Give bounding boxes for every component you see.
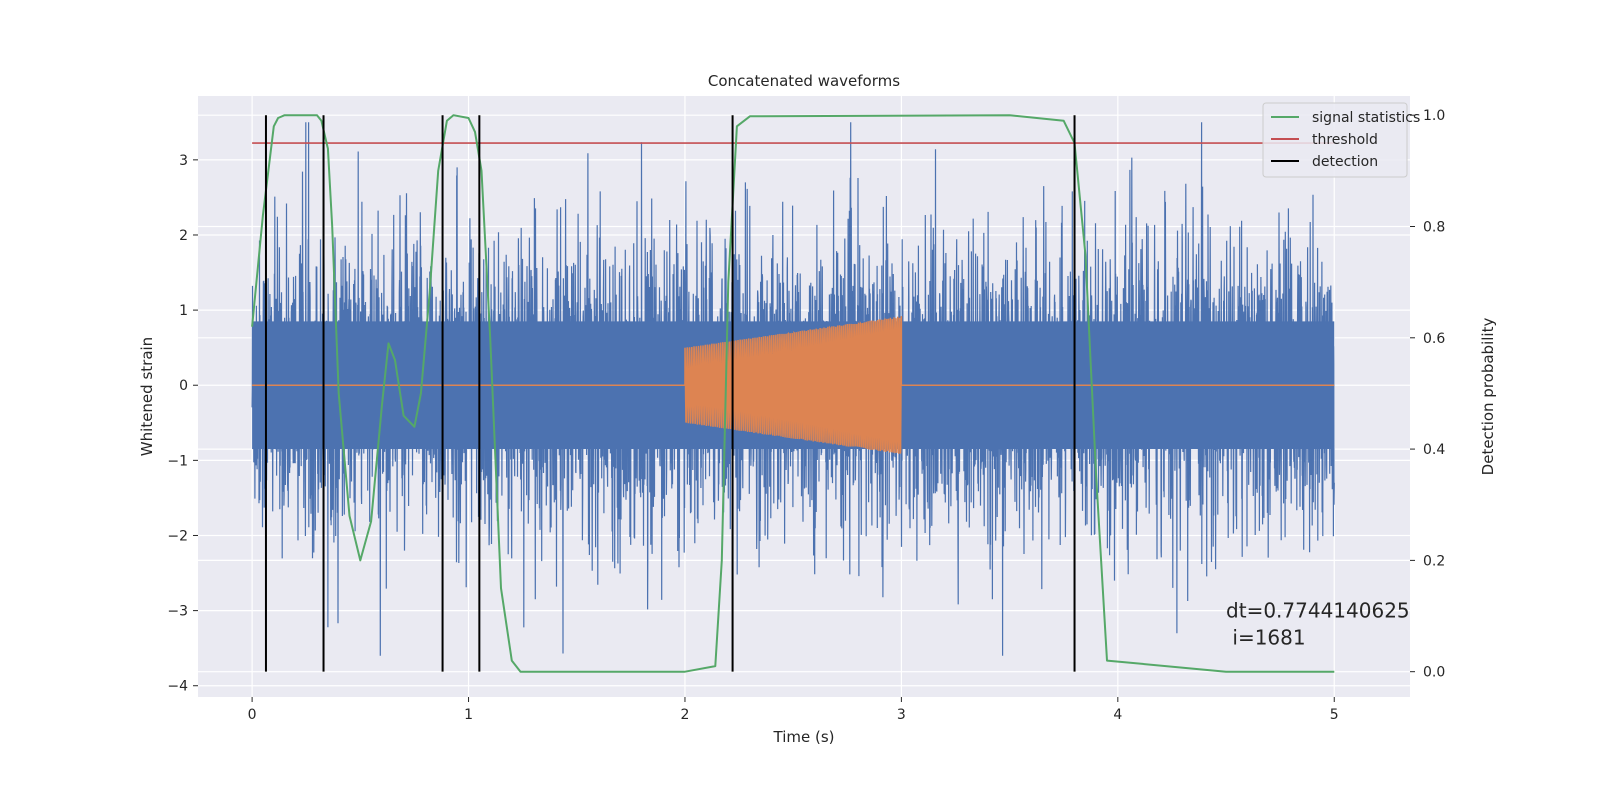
signal-statistics-line bbox=[251, 114, 1335, 673]
y2-axis-label: Detection probability bbox=[1479, 318, 1497, 476]
annotation: dt=0.7744140625 i=1681 bbox=[1226, 599, 1410, 650]
annotation-i: i=1681 bbox=[1226, 626, 1306, 650]
legend-box bbox=[1262, 102, 1408, 178]
legend-label: threshold bbox=[1312, 132, 1378, 148]
legend: signal statistics threshold detection bbox=[1262, 102, 1420, 178]
chart-title: Concatenated waveforms bbox=[708, 72, 900, 90]
y2-tick-label: 0.4 bbox=[1423, 442, 1445, 458]
x-ticks: 0 1 2 3 4 5 bbox=[248, 697, 1339, 723]
legend-label: detection bbox=[1312, 154, 1378, 170]
series-layer bbox=[251, 114, 1335, 673]
y-tick-label: 1 bbox=[179, 303, 188, 319]
y-axis-label: Whitened strain bbox=[138, 337, 156, 456]
x-tick-label: 3 bbox=[897, 707, 906, 723]
y2-ticks: 0.0 0.2 0.4 0.6 0.8 1.0 bbox=[1410, 108, 1445, 681]
x-tick-label: 5 bbox=[1330, 707, 1339, 723]
x-tick-label: 4 bbox=[1113, 707, 1122, 723]
y2-tick-label: 0.8 bbox=[1423, 219, 1445, 235]
y-tick-label: 0 bbox=[179, 378, 188, 394]
legend-label: signal statistics bbox=[1312, 110, 1420, 126]
y2-tick-label: 0.0 bbox=[1423, 665, 1445, 681]
x-tick-label: 1 bbox=[464, 707, 473, 723]
y-tick-label: 3 bbox=[179, 153, 188, 169]
x-tick-label: 0 bbox=[248, 707, 257, 723]
annotation-dt: dt=0.7744140625 bbox=[1226, 599, 1410, 623]
y-tick-label: −4 bbox=[167, 679, 188, 695]
y2-tick-label: 0.2 bbox=[1423, 553, 1445, 569]
template-line bbox=[252, 316, 1335, 454]
y-tick-label: −3 bbox=[167, 604, 188, 620]
y2-tick-label: 1.0 bbox=[1423, 108, 1445, 124]
y-tick-label: −1 bbox=[167, 453, 188, 469]
x-axis-label: Time (s) bbox=[773, 728, 835, 746]
x-tick-label: 2 bbox=[681, 707, 690, 723]
y2-tick-label: 0.6 bbox=[1423, 331, 1445, 347]
y-tick-label: −2 bbox=[167, 528, 188, 544]
y-tick-label: 2 bbox=[179, 228, 188, 244]
y-ticks: −4 −3 −2 −1 0 1 2 3 bbox=[167, 153, 198, 695]
